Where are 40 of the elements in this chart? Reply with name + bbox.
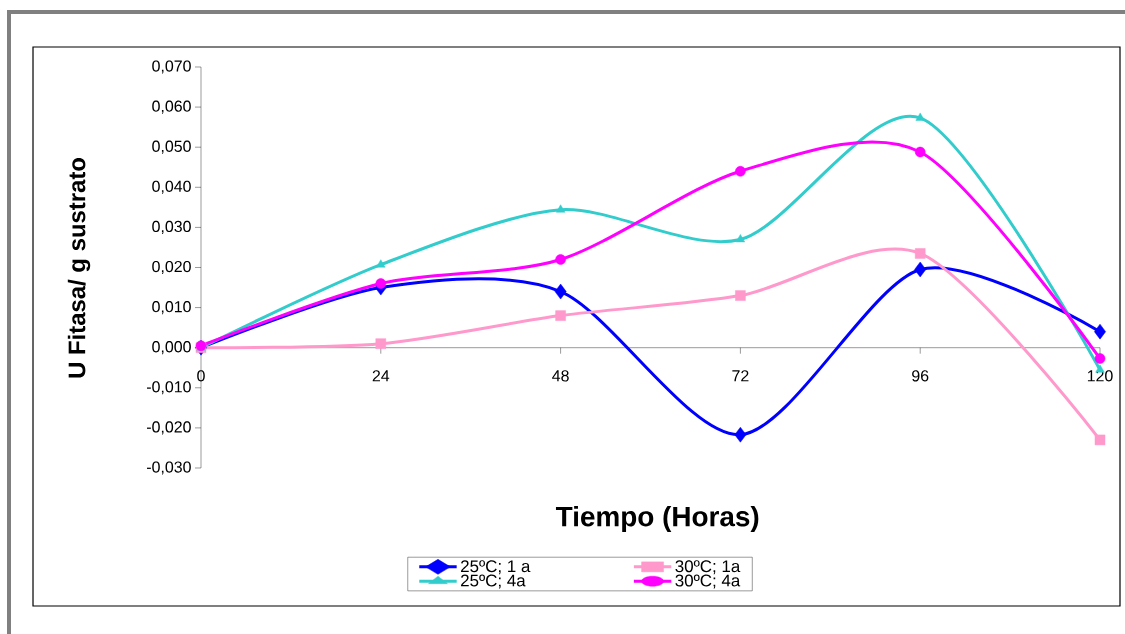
y-tick-label: -0,030 <box>146 461 191 475</box>
x-tick-label: 96 <box>912 370 929 382</box>
point <box>735 234 745 243</box>
y-tick-label: 0,010 <box>152 301 191 315</box>
point <box>1094 353 1106 364</box>
y-tick-label: -0,010 <box>146 381 191 395</box>
legend-label: 25ºC; 4a <box>461 574 526 589</box>
point <box>915 112 925 121</box>
y-tick-label: 0,020 <box>152 260 191 275</box>
point <box>734 426 747 443</box>
point <box>554 283 567 300</box>
point <box>376 259 386 268</box>
point <box>556 204 566 213</box>
point <box>1094 323 1106 340</box>
y-tick-label: 0,000 <box>152 341 191 355</box>
y-tick-label: 0,050 <box>152 140 191 154</box>
point <box>1094 434 1106 446</box>
legend-label: 25ºC; 1 a <box>461 560 531 575</box>
x-tick-label: 24 <box>372 370 390 382</box>
point <box>375 338 387 349</box>
point <box>735 290 746 301</box>
y-tick-label: 0,060 <box>152 100 191 114</box>
point <box>914 248 926 259</box>
y-tick-label: 0,030 <box>152 220 191 234</box>
y-tick-label: 0,040 <box>152 180 191 194</box>
point <box>555 254 566 265</box>
x-tick-label: 72 <box>732 370 749 382</box>
x-tick-label: 48 <box>552 370 569 382</box>
y-tick-label: 0,070 <box>152 60 191 74</box>
legend-label: 30ºC; 1a <box>675 560 741 575</box>
point <box>914 146 926 158</box>
x-axis-title: Tiempo (Horas) <box>555 505 759 532</box>
point <box>375 278 387 289</box>
point <box>914 261 927 278</box>
legend-label: 30ºC; 4a <box>675 574 741 589</box>
y-axis-title: U Fitasa/ g sustrato <box>67 157 91 378</box>
x-tick-label: 0 <box>197 370 205 382</box>
y-tick-label: -0,020 <box>146 421 191 435</box>
point <box>555 310 566 321</box>
point <box>735 166 746 177</box>
